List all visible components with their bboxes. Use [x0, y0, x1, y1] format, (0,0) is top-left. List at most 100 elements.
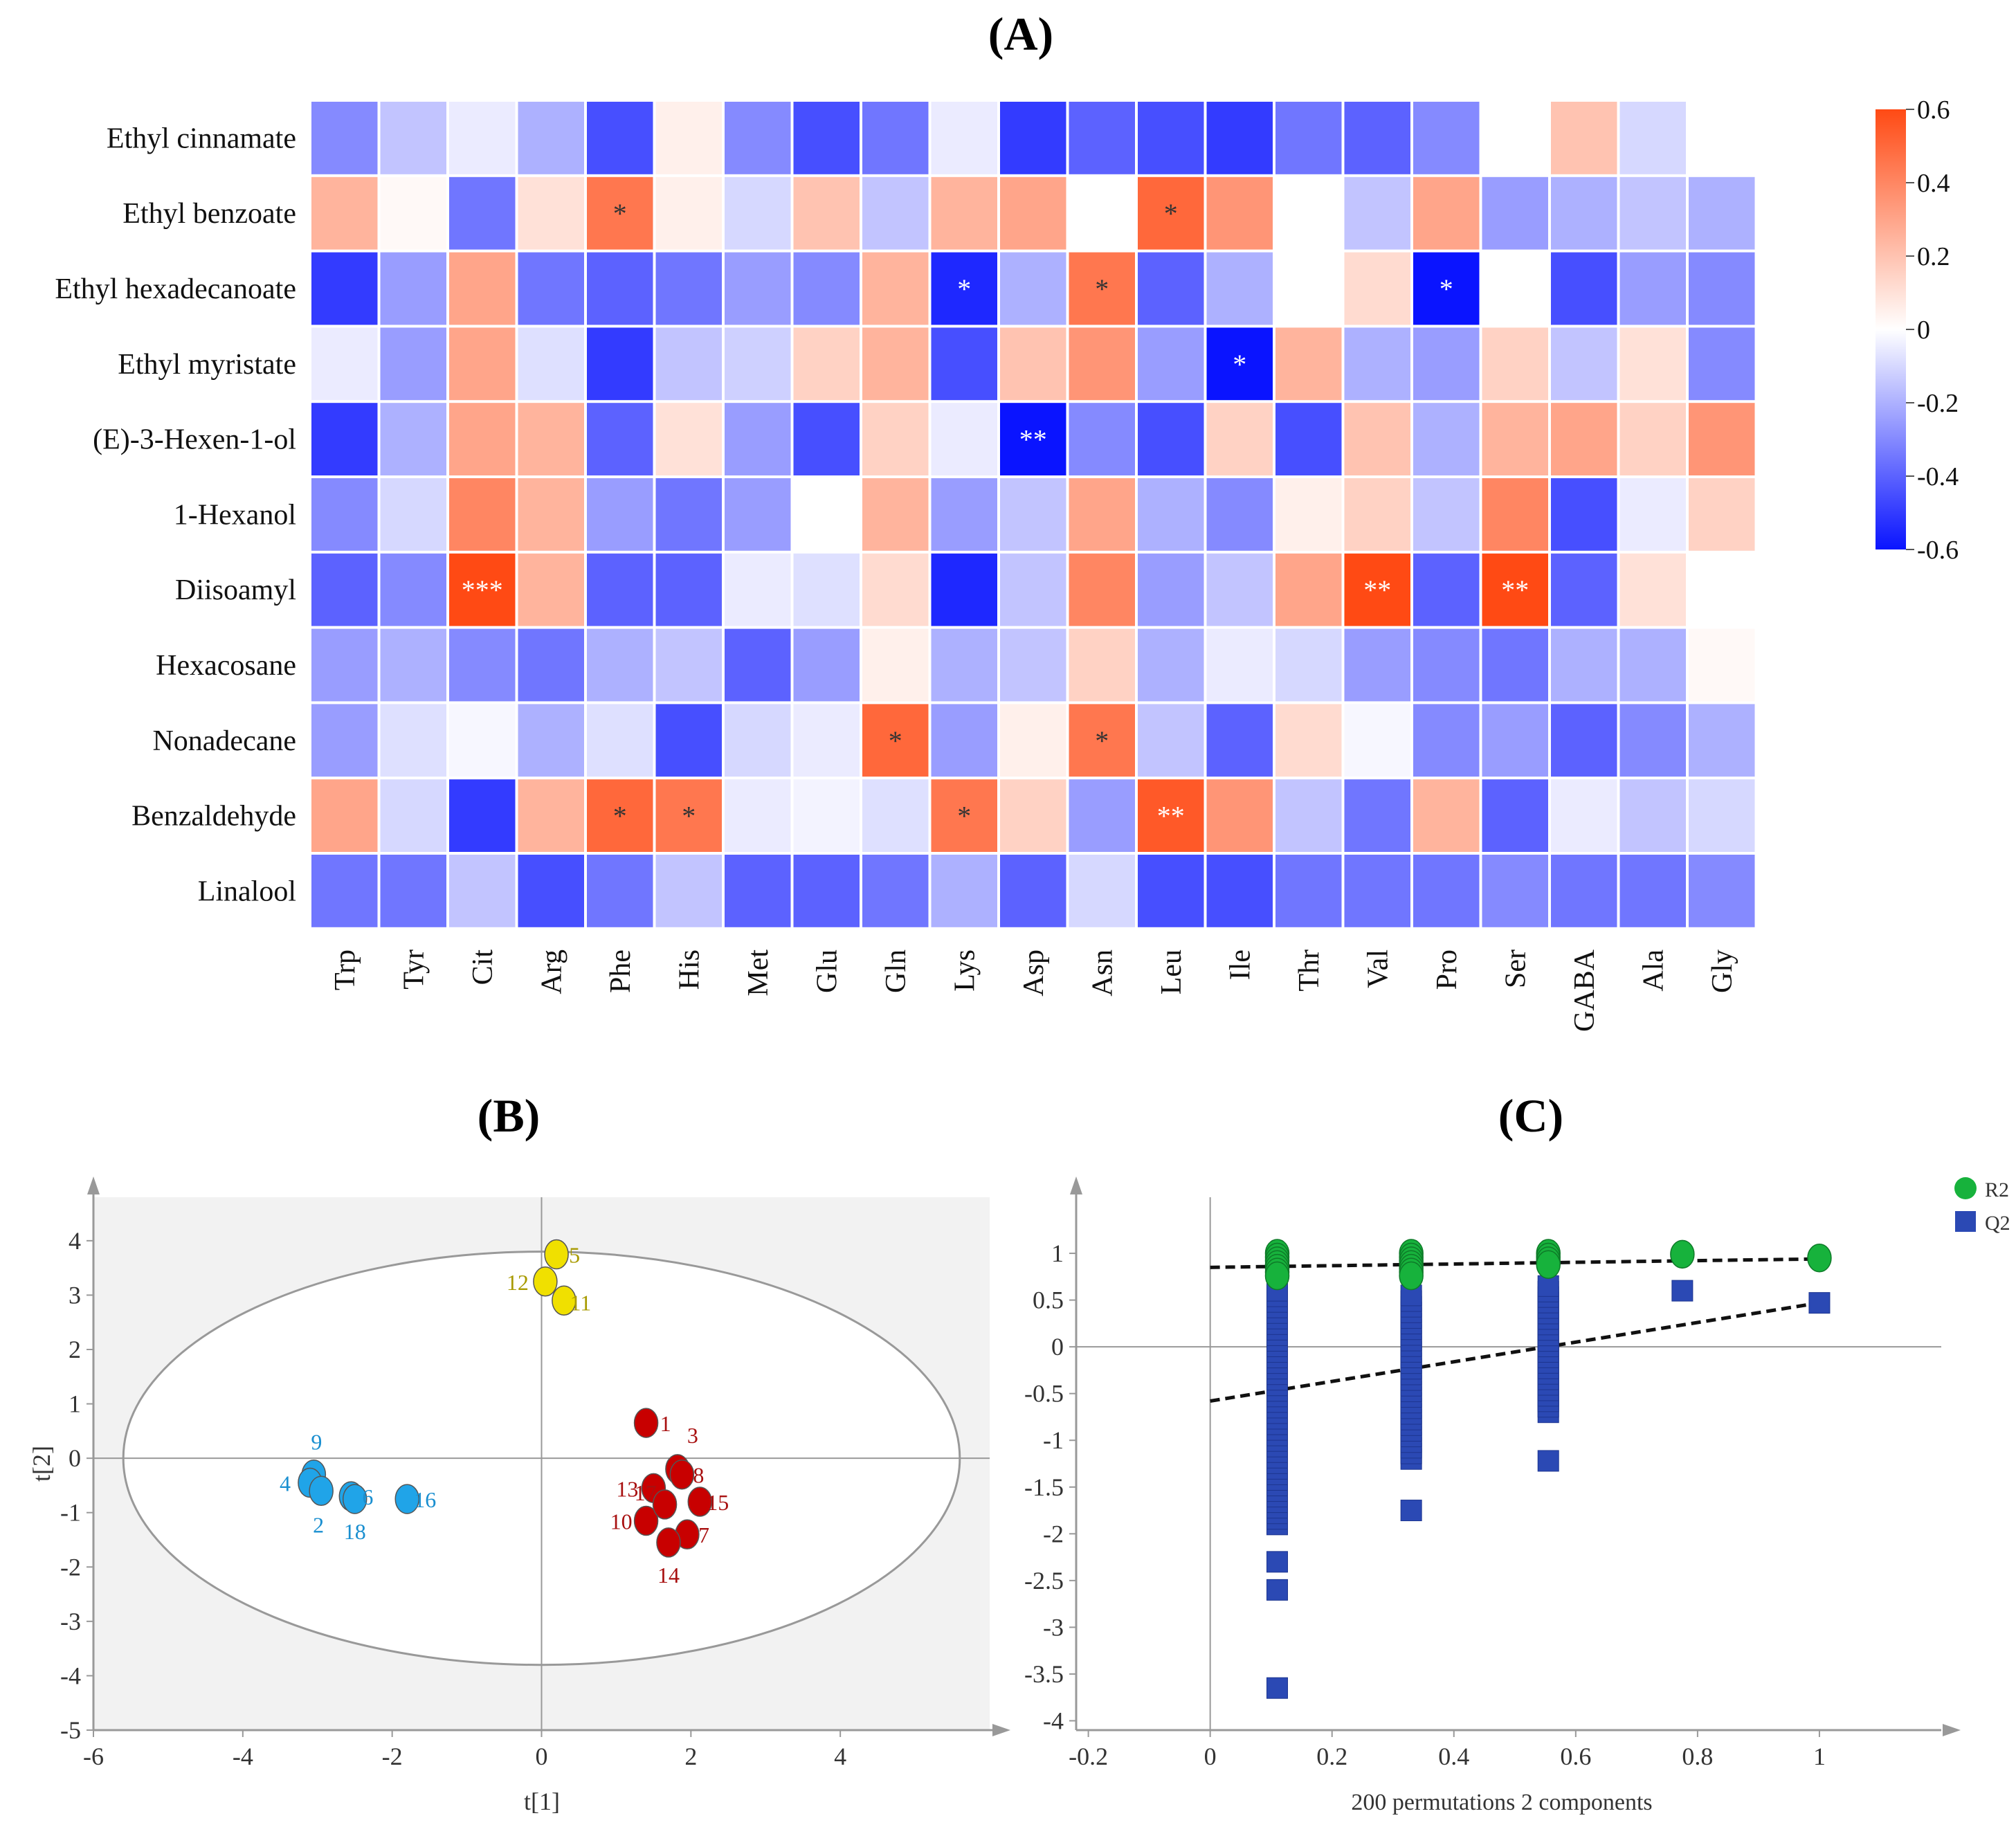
heatmap-cell: [1413, 327, 1480, 401]
heatmap-cell: [1689, 704, 1755, 777]
score-point: [309, 1475, 334, 1507]
heatmap-cell: [311, 779, 378, 852]
heatmap-cell: [449, 403, 516, 475]
heatmap-cell: [518, 327, 584, 401]
heatmap-cell: [725, 628, 791, 702]
heatmap-cell: [1619, 327, 1686, 401]
heatmap-cell: [1138, 553, 1204, 626]
score-plot-y-tick-label: 4: [69, 1227, 81, 1255]
heatmap-cell: [1619, 779, 1686, 852]
heatmap-cell: [449, 704, 516, 777]
permutation-y-tick-label: 0: [1051, 1333, 1064, 1361]
r2-point: [1670, 1239, 1695, 1269]
heatmap-cell: [655, 855, 722, 927]
significance-mark: *: [1440, 273, 1453, 304]
heatmap-column-label: Thr: [1293, 949, 1325, 992]
heatmap-row-label: Hexacosane: [156, 650, 296, 682]
heatmap-cell: [1069, 779, 1135, 852]
heatmap-cell: [1482, 403, 1548, 475]
score-plot-y-tick-label: -1: [60, 1499, 81, 1527]
score-point-label: 7: [698, 1522, 709, 1547]
heatmap-cell: [655, 327, 722, 401]
score-point-label: 3: [687, 1423, 698, 1448]
significance-mark: ***: [462, 574, 503, 606]
significance-mark: **: [1501, 574, 1529, 606]
heatmap-cell: [1482, 553, 1548, 626]
heatmap-cell: [1138, 327, 1204, 401]
heatmap-cell: [1069, 327, 1135, 401]
heatmap-cell: [1413, 855, 1480, 927]
heatmap-cell: [931, 102, 997, 174]
heatmap-column-label: Cit: [467, 949, 499, 985]
heatmap-cell: [1344, 478, 1410, 551]
heatmap-cell: [1482, 327, 1548, 401]
heatmap-cell: [1689, 855, 1755, 927]
heatmap-row-label: Linalool: [198, 875, 296, 907]
heatmap-cell: [1275, 403, 1342, 475]
heatmap-cell: [1619, 855, 1686, 927]
permutation-y-arrow: [1070, 1176, 1082, 1194]
heatmap-cell: [587, 176, 653, 250]
heatmap-cell: [1000, 779, 1066, 852]
score-plot-ylabel: t[2]: [28, 1446, 55, 1482]
heatmap-cell: [1482, 478, 1548, 551]
heatmap-cell: [1000, 553, 1066, 626]
heatmap-cell: [793, 855, 860, 927]
score-plot-y-tick-label: -4: [60, 1662, 81, 1689]
heatmap-cell: [1413, 102, 1480, 174]
score-point: [533, 1266, 558, 1297]
panel-b-label: (B): [478, 1089, 541, 1142]
heatmap-cell: [587, 855, 653, 927]
heatmap-cell: [931, 855, 997, 927]
heatmap-cell: [655, 779, 722, 852]
score-plot-xlabel: t[1]: [524, 1788, 560, 1815]
permutation-y-tick-label: -4: [1043, 1707, 1064, 1734]
heatmap-cell: [380, 176, 446, 250]
heatmap-cell: [1344, 553, 1410, 626]
heatmap-cell: [1069, 628, 1135, 702]
colorbar-tick-label: -0.2: [1917, 389, 1959, 418]
heatmap-cell: [311, 704, 378, 777]
heatmap-cell: [655, 628, 722, 702]
heatmap-cell: [793, 628, 860, 702]
heatmap-cell: [725, 176, 791, 250]
heatmap-cell: [1482, 628, 1548, 702]
heatmap-cell: [931, 628, 997, 702]
heatmap-cell: [1000, 403, 1066, 475]
heatmap-cell: [1551, 704, 1617, 777]
heatmap-cell: [1206, 628, 1273, 702]
heatmap-cell: [380, 704, 446, 777]
heatmap-cell: [1344, 628, 1410, 702]
heatmap-cell: [518, 855, 584, 927]
heatmap-cell: [1000, 102, 1066, 174]
heatmap-cell: [1275, 176, 1342, 250]
heatmap-cell: [1275, 855, 1342, 927]
heatmap-cell: [587, 102, 653, 174]
score-plot-x-tick-label: -6: [83, 1743, 104, 1770]
heatmap-cell: [311, 403, 378, 475]
heatmap-cell: [587, 478, 653, 551]
heatmap-column-label: GABA: [1569, 949, 1601, 1032]
permutation-plot-xlabel: 200 permutations 2 components: [1351, 1790, 1652, 1815]
heatmap-row-label: 1-Hexanol: [174, 499, 296, 531]
heatmap-cell: [1206, 403, 1273, 475]
heatmap-cell: [1000, 327, 1066, 401]
heatmap-cell: [793, 403, 860, 475]
heatmap-cell: [655, 176, 722, 250]
score-plot-y-tick-label: -2: [60, 1553, 81, 1581]
heatmap-column-label: Asp: [1018, 949, 1050, 997]
heatmap-cell: [311, 855, 378, 927]
heatmap-cell: [449, 628, 516, 702]
heatmap-cell: [311, 102, 378, 174]
score-point: [394, 1484, 419, 1514]
heatmap-column-label: Gly: [1707, 949, 1738, 993]
heatmap-cell: [380, 478, 446, 551]
q2-regression-line: [1210, 1301, 1820, 1403]
heatmap-cell: [1000, 176, 1066, 250]
heatmap-cell: [1344, 855, 1410, 927]
heatmap-cell: [1413, 704, 1480, 777]
q2-point: [1537, 1450, 1559, 1472]
heatmap-cell: [793, 102, 860, 174]
legend-q2-label: Q2: [1985, 1212, 2010, 1235]
